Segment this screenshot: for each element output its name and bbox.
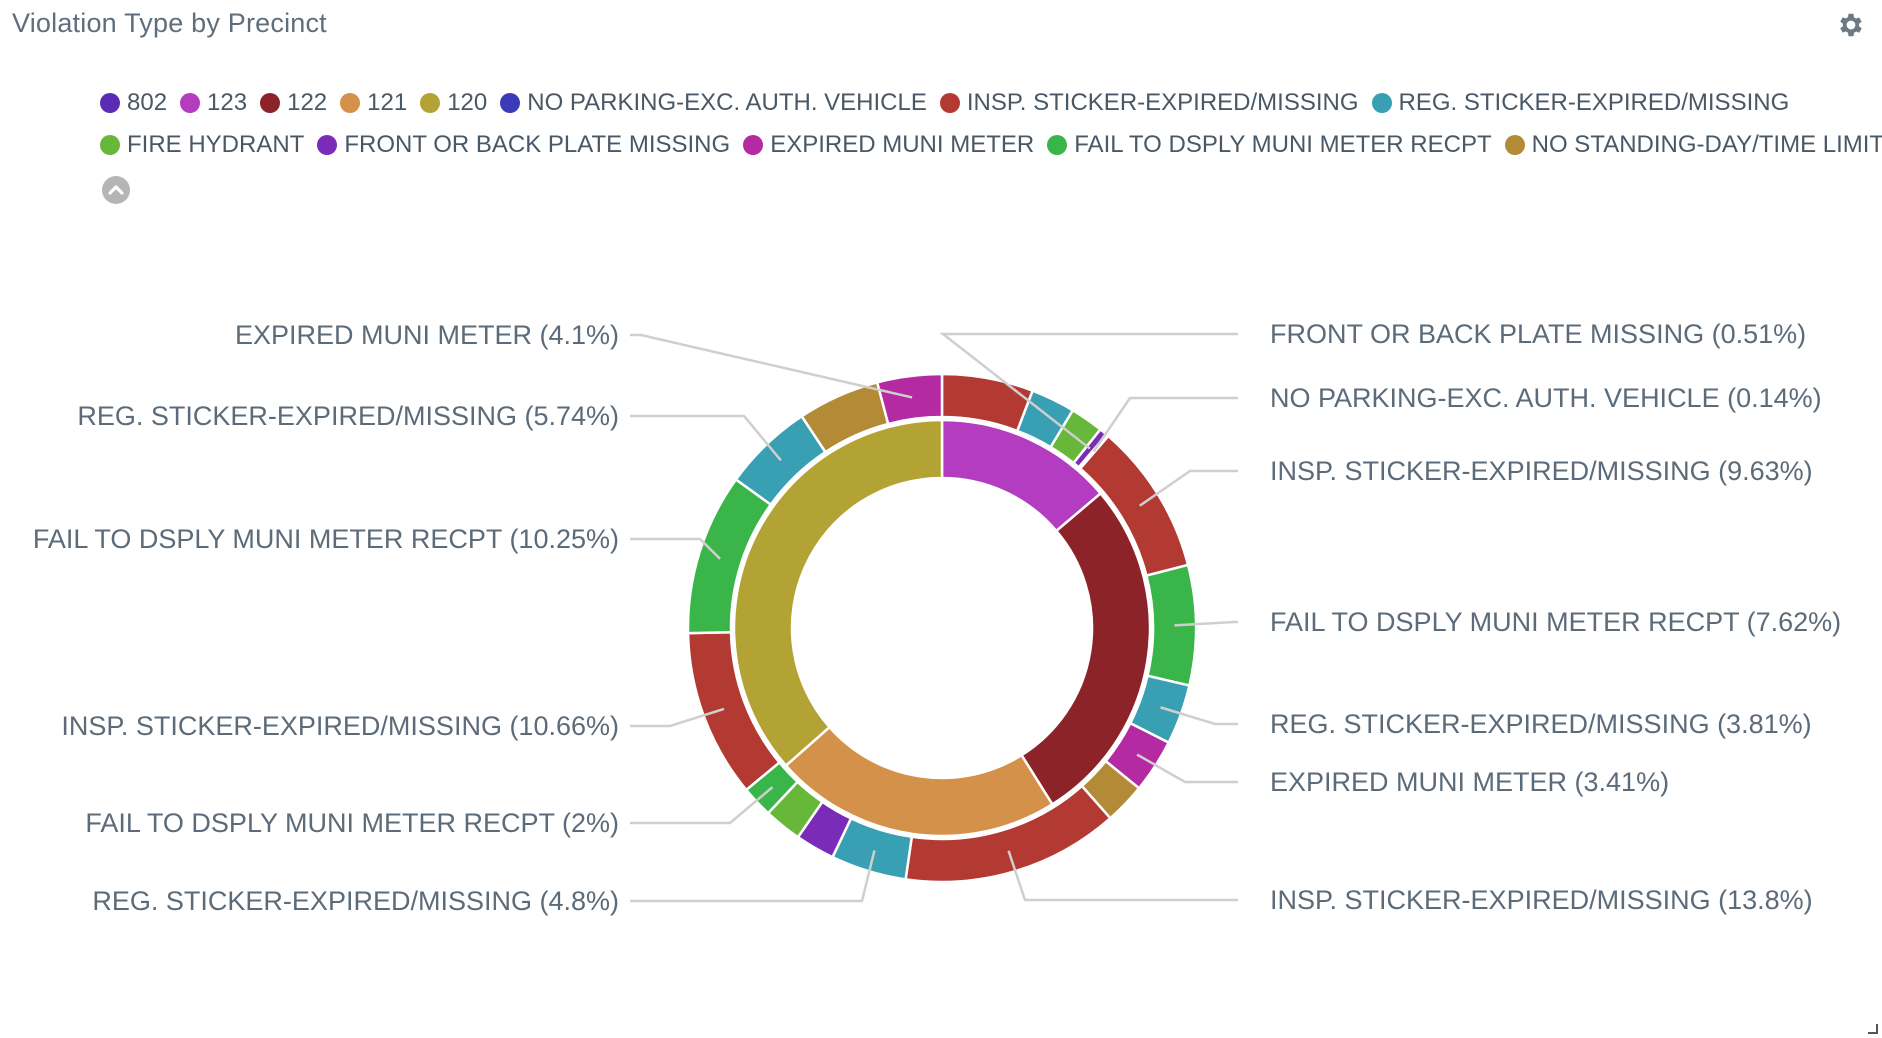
legend-label: REG. STICKER-EXPIRED/MISSING <box>1398 89 1790 116</box>
legend-item[interactable]: 123 <box>180 89 247 117</box>
slice-data-label: REG. STICKER-EXPIRED/MISSING (4.8%) <box>92 886 619 916</box>
legend-swatch <box>340 93 361 113</box>
legend-row: 802 123 122 121 120 NO PARKING-EXC. AUTH. VEH… <box>100 82 1840 124</box>
legend-label: FAIL TO DSPLY MUNI METER RECPT <box>1074 131 1492 158</box>
chevron-up-icon[interactable] <box>102 176 130 204</box>
page-title: Violation Type by Precinct <box>12 8 327 38</box>
legend-item[interactable]: 120 <box>420 89 487 117</box>
legend-label: EXPIRED MUNI METER <box>770 131 1035 158</box>
legend-label: INSP. STICKER-EXPIRED/MISSING <box>966 89 1359 116</box>
legend-swatch <box>420 93 441 113</box>
label-connector <box>630 537 721 560</box>
legend-swatch <box>500 93 521 113</box>
chart-legend: 802 123 122 121 120 NO PARKING-EXC. AUTH. VEH… <box>100 82 1882 166</box>
legend-item[interactable]: EXPIRED MUNI METER <box>743 131 1034 159</box>
slice-data-label: FAIL TO DSPLY MUNI METER RECPT (2%) <box>85 808 619 838</box>
label-connector <box>1092 396 1238 453</box>
slice-data-label: INSP. STICKER-EXPIRED/MISSING (10.66%) <box>61 711 619 741</box>
legend-swatch <box>260 93 281 113</box>
legend-label: 123 <box>207 89 248 116</box>
label-connector <box>630 786 774 825</box>
label-connector <box>630 333 913 399</box>
legend-item[interactable]: FAIL TO DSPLY MUNI METER RECPT <box>1047 131 1492 159</box>
slice-data-label: FRONT OR BACK PLATE MISSING (0.51%) <box>1270 319 1806 349</box>
slice-data-label: EXPIRED MUNI METER (3.41%) <box>1270 767 1669 797</box>
label-connector <box>1174 620 1238 627</box>
label-connector <box>939 332 1238 450</box>
legend-label: NO PARKING-EXC. AUTH. VEHICLE <box>527 89 927 116</box>
inner-slice[interactable] <box>732 418 944 768</box>
slice-data-label: FAIL TO DSPLY MUNI METER RECPT (7.62%) <box>1270 607 1841 637</box>
legend-label: FIRE HYDRANT <box>127 131 305 158</box>
legend-label: 121 <box>367 89 408 116</box>
slice-data-label: INSP. STICKER-EXPIRED/MISSING (9.63%) <box>1270 456 1813 486</box>
legend-swatch <box>1371 93 1392 113</box>
label-connector <box>1136 753 1238 784</box>
label-connector <box>630 414 782 462</box>
legend-swatch <box>743 135 764 155</box>
label-connector <box>630 707 725 728</box>
legend-swatch <box>180 93 201 113</box>
legend-item[interactable]: NO STANDING-DAY/TIME LIMITS <box>1504 131 1882 159</box>
label-connector <box>1139 469 1238 507</box>
legend-item[interactable]: NO PARKING-EXC. AUTH. VEHICLE <box>500 89 927 117</box>
legend-swatch <box>1047 135 1068 155</box>
legend-label: NO STANDING-DAY/TIME LIMITS <box>1531 131 1882 158</box>
slice-data-label: REG. STICKER-EXPIRED/MISSING (5.74%) <box>77 401 619 431</box>
legend-swatch <box>100 93 120 113</box>
legend-item[interactable]: REG. STICKER-EXPIRED/MISSING <box>1371 89 1790 117</box>
legend-item[interactable]: FRONT OR BACK PLATE MISSING <box>317 131 730 159</box>
label-connector <box>1160 706 1238 726</box>
legend-swatch <box>317 135 338 155</box>
legend-item[interactable]: INSP. STICKER-EXPIRED/MISSING <box>939 89 1359 117</box>
slice-data-label: NO PARKING-EXC. AUTH. VEHICLE (0.14%) <box>1270 383 1822 413</box>
legend-label: 122 <box>287 89 328 116</box>
outer-slice[interactable] <box>875 372 944 426</box>
legend-item[interactable]: 122 <box>260 89 327 117</box>
legend-label: FRONT OR BACK PLATE MISSING <box>344 131 731 158</box>
legend-label: 120 <box>447 89 488 116</box>
slice-data-label: FAIL TO DSPLY MUNI METER RECPT (10.25%) <box>33 524 619 554</box>
legend-label: 802 <box>127 89 168 116</box>
label-connector <box>630 850 876 903</box>
legend-item[interactable]: 121 <box>340 89 407 117</box>
slice-data-label: EXPIRED MUNI METER (4.1%) <box>235 320 619 350</box>
slice-data-label: REG. STICKER-EXPIRED/MISSING (3.81%) <box>1270 709 1812 739</box>
legend-row: FIRE HYDRANT FRONT OR BACK PLATE MISSING E… <box>100 124 1882 166</box>
resize-handle[interactable] <box>1868 1024 1878 1034</box>
legend-swatch <box>939 93 960 113</box>
legend-swatch <box>100 135 120 155</box>
slice-data-label: INSP. STICKER-EXPIRED/MISSING (13.8%) <box>1270 885 1813 915</box>
legend-item[interactable]: 802 <box>100 89 167 117</box>
legend-item[interactable]: FIRE HYDRANT <box>100 131 304 159</box>
legend-swatch <box>1504 135 1525 155</box>
label-connector <box>1007 850 1238 902</box>
gear-icon[interactable] <box>1836 10 1866 40</box>
